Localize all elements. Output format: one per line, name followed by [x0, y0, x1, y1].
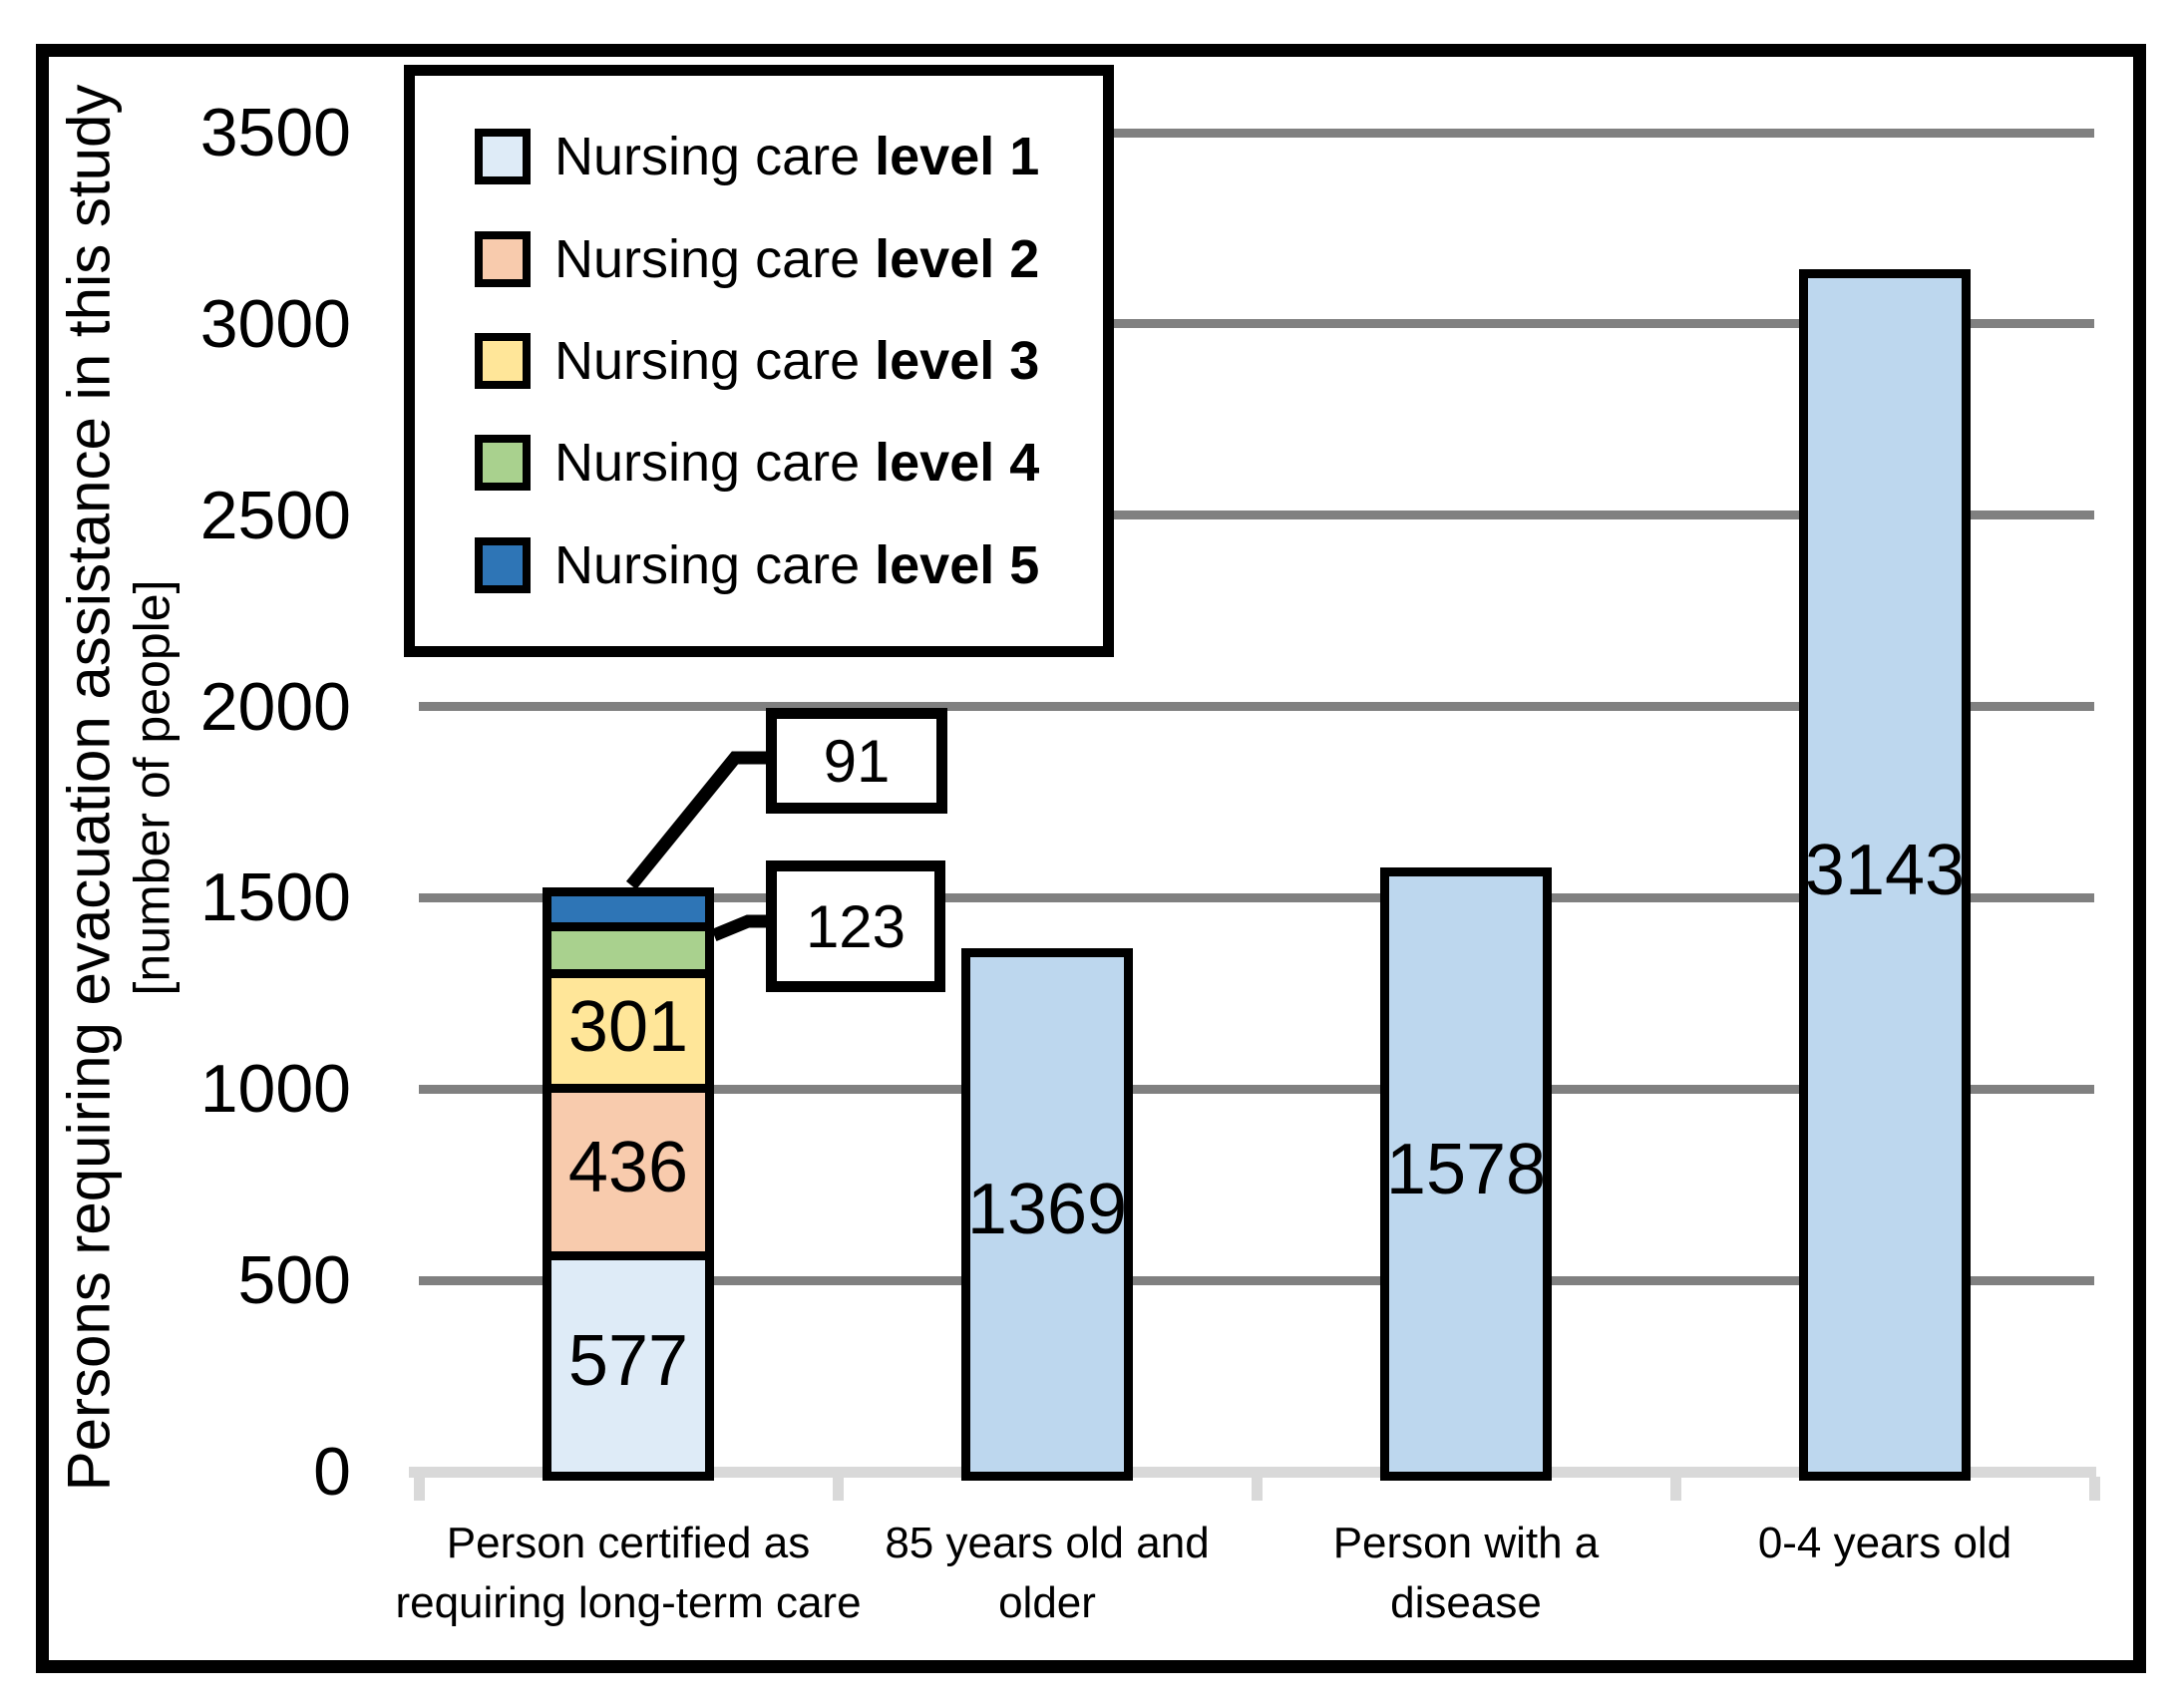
y-axis-title: Persons requiring evacuation assistance …: [55, 85, 182, 1492]
category-label-line: disease: [1390, 1578, 1542, 1627]
legend-item: Nursing care level 4: [475, 432, 1103, 494]
bar-value-label: 1578: [1385, 1130, 1547, 1210]
callout-value-level5: 91: [823, 727, 891, 795]
legend-label: Nursing care level 4: [554, 433, 1040, 494]
y-axis-title-main: Persons requiring evacuation assistance …: [55, 84, 123, 1492]
legend-label: Nursing care level 5: [554, 534, 1040, 595]
category-label-line: older: [998, 1578, 1096, 1627]
y-tick-label: 1000: [199, 1051, 351, 1128]
legend-label: Nursing care level 2: [554, 228, 1040, 289]
category-label-line: 0-4 years old: [1757, 1519, 2012, 1567]
y-tick-label: 3000: [199, 285, 351, 362]
bar-value-label: 301: [567, 986, 689, 1067]
legend-swatch-icon: [475, 435, 531, 492]
gridline: [419, 511, 2094, 520]
x-axis-tick: [2088, 1477, 2100, 1501]
callout-value-level4: 123: [805, 892, 907, 960]
bar-segment: [543, 1084, 714, 1260]
category-label-line: 85 years old and: [885, 1519, 1210, 1567]
bar-value-label: 577: [567, 1321, 689, 1402]
gridline: [419, 1084, 2094, 1094]
category-label: Person certified as requiring long-term c…: [339, 1514, 917, 1633]
legend: Nursing care level 1 Nursing care level 2…: [404, 65, 1114, 657]
bar-segment: [543, 886, 714, 931]
category-label: 0-4 years old: [1596, 1514, 2174, 1573]
legend-label: Nursing care level 3: [554, 330, 1040, 391]
bar-value-label: 3143: [1804, 830, 1966, 910]
legend-swatch-icon: [475, 129, 531, 185]
x-axis-tick: [1251, 1477, 1263, 1501]
category-label-line: Person certified as: [446, 1519, 811, 1567]
x-axis-tick: [413, 1477, 425, 1501]
gridline: [419, 702, 2094, 712]
gridline: [419, 1275, 2094, 1285]
category-label-line: Person with a: [1332, 1519, 1600, 1567]
legend-swatch-icon: [475, 332, 531, 389]
bar-segment: [1380, 867, 1552, 1481]
legend-item: Nursing care level 2: [475, 228, 1103, 290]
y-tick-label: 2000: [199, 668, 351, 745]
category-label: Person with a disease: [1177, 1514, 1755, 1633]
legend-swatch-icon: [475, 230, 531, 287]
legend-item: Nursing care level 1: [475, 126, 1103, 187]
gridline: [419, 319, 2094, 329]
legend-label: Nursing care level 1: [554, 127, 1040, 187]
x-axis-tick: [832, 1477, 844, 1501]
y-axis-title-sub: [number of people]: [124, 579, 181, 996]
x-axis-line: [409, 1466, 2096, 1478]
callout-box-level4: 123: [766, 860, 945, 992]
bar-value-label: 1369: [966, 1170, 1128, 1250]
y-tick-label: 0: [313, 1434, 351, 1510]
y-tick-label: 500: [237, 1242, 351, 1319]
figure-border: [36, 44, 2146, 1673]
y-tick-label: 1500: [199, 859, 351, 936]
legend-swatch-icon: [475, 536, 531, 593]
y-tick-label: 2500: [199, 477, 351, 553]
legend-item: Nursing care level 5: [475, 534, 1103, 596]
bar-segment: [961, 947, 1133, 1481]
y-tick-label: 3500: [199, 95, 351, 171]
callout-box-level5: 91: [766, 708, 947, 814]
gridline: [419, 892, 2094, 902]
gridline: [419, 128, 2094, 138]
category-label: 85 years old and older: [758, 1514, 1336, 1633]
x-axis-tick: [1669, 1477, 1681, 1501]
legend-item: Nursing care level 3: [475, 330, 1103, 392]
bar-value-label: 436: [567, 1127, 689, 1207]
bar-segment: [1799, 268, 1971, 1481]
category-label-line: requiring long-term care: [395, 1578, 862, 1627]
bar-segment: [543, 1250, 714, 1481]
bar-segment: [543, 968, 714, 1094]
